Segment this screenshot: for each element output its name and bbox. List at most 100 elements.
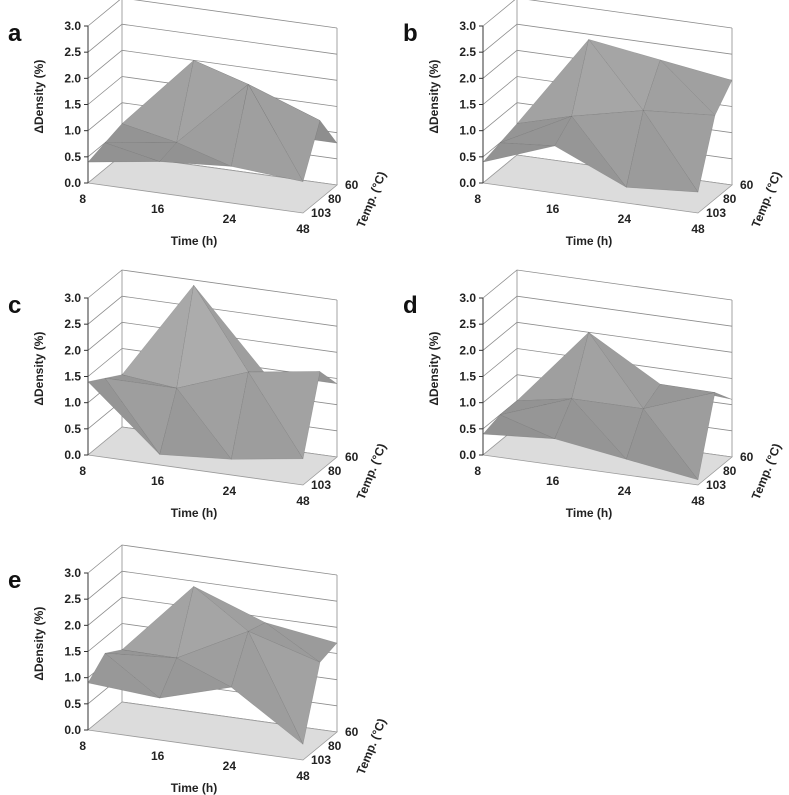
z-axis-title: ΔDensity (%) [427, 60, 441, 134]
floor-plane [87, 701, 338, 761]
y-tick-label: 80 [328, 192, 342, 206]
z-tick-label: 1.0 [64, 124, 81, 138]
y-axis-title: Temp. (°C) [354, 169, 389, 229]
x-tick-label: 16 [151, 749, 165, 763]
z-tick-label: 3.0 [64, 19, 81, 33]
surface-facet [588, 38, 661, 112]
y-axis-title: Temp. (°C) [354, 716, 389, 776]
z-tick-label: 0.5 [459, 150, 476, 164]
grid-line [482, 269, 733, 301]
x-tick-label: 48 [691, 222, 705, 236]
surface-facet [230, 371, 304, 460]
x-axis-title: Time (h) [171, 234, 217, 248]
surface-facet [87, 377, 160, 455]
grid-line [87, 544, 338, 576]
x-tick-label: 24 [618, 212, 632, 226]
z-axis-title: ΔDensity (%) [427, 332, 441, 406]
x-tick-label: 48 [296, 494, 310, 508]
y-tick-label: 80 [328, 739, 342, 753]
z-tick-label: 2.0 [459, 71, 476, 85]
y-tick-label: 80 [328, 464, 342, 478]
surface-facet [625, 109, 699, 193]
surface-facet [104, 374, 177, 389]
y-tick-label: 60 [345, 178, 359, 192]
y-axis-title: Temp. (°C) [354, 441, 389, 501]
surface-facet [193, 586, 266, 632]
z-tick-label: 1.5 [64, 370, 81, 384]
z-tick-label: 2.5 [459, 45, 476, 59]
x-tick-label: 48 [296, 222, 310, 236]
y-axis-title: Temp. (°C) [749, 441, 784, 501]
z-tick-label: 2.5 [64, 45, 81, 59]
floor-plane [87, 154, 338, 214]
z-tick-label: 1.0 [459, 124, 476, 138]
z-axis-title: ΔDensity (%) [32, 60, 46, 134]
surface-facet [625, 408, 699, 481]
x-tick-label: 48 [691, 494, 705, 508]
z-tick-label: 0.5 [459, 422, 476, 436]
x-axis-title: Time (h) [171, 781, 217, 795]
z-tick-label: 2.5 [459, 317, 476, 331]
z-tick-label: 1.0 [64, 396, 81, 410]
z-tick-label: 0.5 [64, 150, 81, 164]
y-tick-label: 80 [723, 464, 737, 478]
z-tick-label: 1.5 [64, 645, 81, 659]
surface-facet [159, 387, 232, 460]
z-tick-label: 0.0 [64, 723, 81, 737]
x-axis-title: Time (h) [566, 506, 612, 520]
panel-letter: c [8, 292, 21, 319]
grid-line [87, 0, 338, 29]
grid-line [482, 295, 733, 327]
y-tick-label: 103 [706, 478, 726, 492]
y-tick-label: 80 [723, 192, 737, 206]
z-tick-label: 0.0 [64, 176, 81, 190]
z-tick-label: 0.5 [64, 697, 81, 711]
x-tick-label: 24 [223, 212, 237, 226]
z-tick-label: 1.0 [459, 396, 476, 410]
z-tick-label: 1.5 [459, 370, 476, 384]
y-tick-label: 60 [740, 450, 754, 464]
z-axis-title: ΔDensity (%) [32, 332, 46, 406]
x-tick-label: 16 [546, 474, 560, 488]
x-axis-title: Time (h) [566, 234, 612, 248]
surface-facet [659, 59, 733, 116]
x-tick-label: 8 [474, 464, 481, 478]
surface-facet [159, 657, 233, 699]
z-axis-title: ΔDensity (%) [32, 607, 46, 681]
y-axis-title: Temp. (°C) [749, 169, 784, 229]
x-tick-label: 16 [151, 474, 165, 488]
x-axis-title: Time (h) [171, 506, 217, 520]
z-tick-label: 1.5 [64, 98, 81, 112]
surface-facet [482, 414, 555, 440]
surface-facet [642, 110, 716, 193]
grid-line [482, 0, 733, 29]
y-tick-label: 103 [311, 753, 331, 767]
x-tick-label: 48 [296, 769, 310, 783]
z-tick-label: 3.0 [64, 291, 81, 305]
surface-facet [87, 652, 160, 699]
y-tick-label: 103 [311, 206, 331, 220]
z-tick-label: 0.0 [459, 448, 476, 462]
x-tick-label: 16 [151, 202, 165, 216]
z-tick-label: 3.0 [459, 291, 476, 305]
panel-letter: e [8, 567, 21, 594]
y-tick-label: 103 [311, 478, 331, 492]
surface-facet [265, 622, 338, 663]
surface-facet [642, 392, 716, 481]
z-tick-label: 2.0 [459, 343, 476, 357]
x-tick-label: 24 [223, 484, 237, 498]
y-tick-label: 60 [345, 450, 359, 464]
z-tick-label: 2.0 [64, 71, 81, 85]
floor-plane [482, 154, 733, 214]
surface-facet [231, 630, 304, 745]
surface-facet [87, 142, 160, 163]
grid-line [87, 269, 338, 301]
y-tick-label: 60 [740, 178, 754, 192]
z-tick-label: 3.0 [459, 19, 476, 33]
z-tick-label: 2.5 [64, 317, 81, 331]
